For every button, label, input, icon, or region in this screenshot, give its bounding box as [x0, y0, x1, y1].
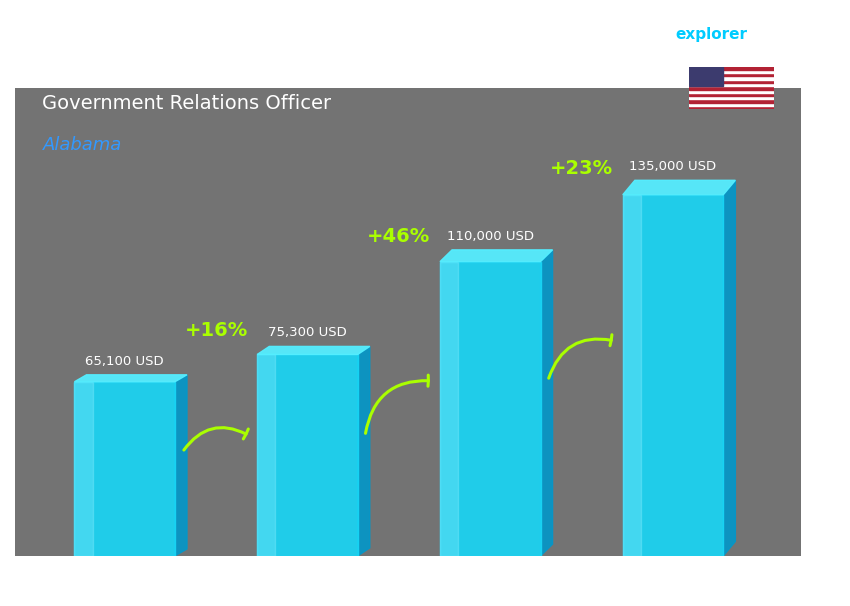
Bar	[688, 73, 774, 76]
Bar	[258, 355, 275, 556]
Polygon shape	[175, 375, 187, 556]
Text: +16%: +16%	[184, 321, 247, 340]
Polygon shape	[623, 181, 735, 195]
Bar	[75, 382, 93, 556]
Bar	[623, 195, 641, 556]
Polygon shape	[75, 375, 187, 382]
Text: 75,300 USD: 75,300 USD	[268, 327, 347, 339]
Text: Alabama: Alabama	[42, 136, 122, 155]
Bar	[258, 355, 358, 556]
Bar	[688, 67, 774, 70]
Text: salary: salary	[612, 27, 665, 42]
Bar	[688, 93, 774, 96]
Text: explorer: explorer	[676, 27, 748, 42]
Bar	[688, 90, 774, 93]
Bar	[688, 96, 774, 99]
Text: 110,000 USD: 110,000 USD	[447, 230, 534, 243]
Bar	[688, 86, 774, 90]
Text: Salary Comparison By Education: Salary Comparison By Education	[42, 36, 599, 65]
Bar	[688, 102, 774, 106]
Bar	[440, 262, 458, 556]
Text: 135,000 USD: 135,000 USD	[630, 160, 717, 173]
Bar	[688, 70, 774, 73]
Bar	[688, 76, 774, 80]
Text: .com: .com	[745, 27, 786, 42]
Bar	[688, 67, 722, 86]
Bar	[623, 195, 723, 556]
Bar	[688, 106, 774, 109]
Polygon shape	[723, 181, 735, 556]
Text: 65,100 USD: 65,100 USD	[85, 355, 164, 368]
Polygon shape	[358, 347, 370, 556]
Bar	[75, 382, 175, 556]
Text: Government Relations Officer: Government Relations Officer	[42, 94, 332, 113]
Bar	[440, 262, 541, 556]
Bar	[688, 83, 774, 86]
Polygon shape	[541, 250, 552, 556]
Bar	[688, 99, 774, 102]
Text: +46%: +46%	[367, 227, 430, 246]
Polygon shape	[258, 347, 370, 355]
Polygon shape	[440, 250, 552, 262]
Text: Average Yearly Salary: Average Yearly Salary	[814, 333, 824, 454]
Bar	[688, 80, 774, 83]
Text: +23%: +23%	[550, 159, 613, 178]
